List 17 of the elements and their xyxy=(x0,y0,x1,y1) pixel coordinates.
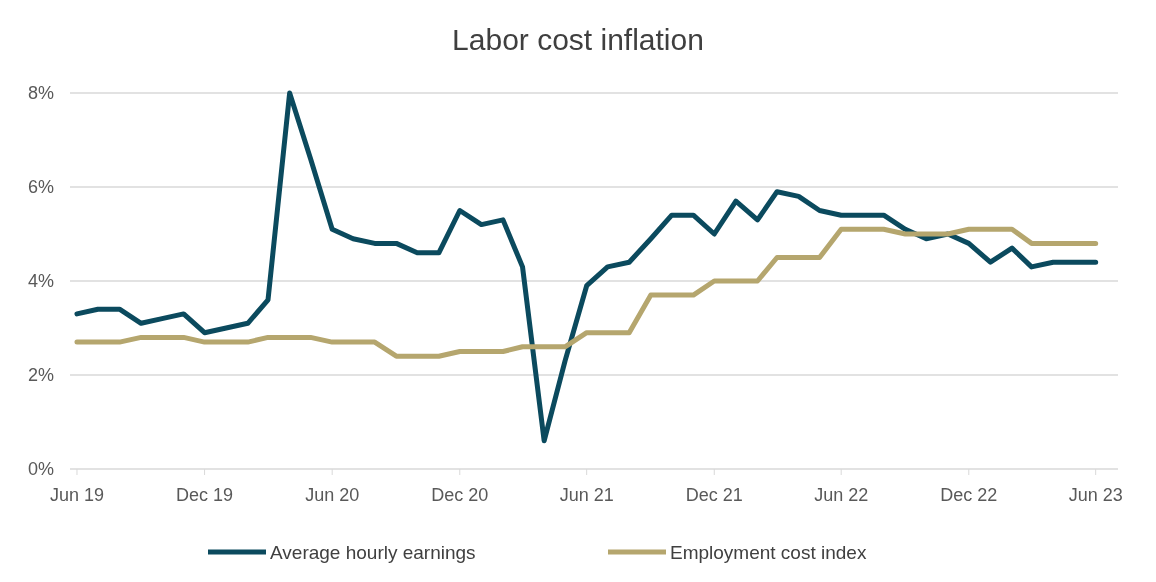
chart-title: Labor cost inflation xyxy=(452,23,704,56)
x-tick-label: Jun 23 xyxy=(1068,485,1123,505)
x-tick-label: Dec 19 xyxy=(176,485,234,505)
x-tick-label: Jun 21 xyxy=(559,485,614,505)
y-tick-label: 6% xyxy=(27,177,54,197)
y-tick-label: 0% xyxy=(27,459,54,479)
x-tick-label: Dec 20 xyxy=(431,485,489,505)
y-tick-label: 8% xyxy=(27,83,54,103)
y-tick-label: 4% xyxy=(27,271,54,291)
x-tick-label: Jun 22 xyxy=(814,485,869,505)
x-tick-label: Dec 22 xyxy=(940,485,998,505)
x-tick-label: Jun 19 xyxy=(49,485,104,505)
x-tick-label: Jun 20 xyxy=(305,485,360,505)
x-tick-label: Dec 21 xyxy=(685,485,743,505)
legend-label: Employment cost index xyxy=(670,542,867,563)
legend-label: Average hourly earnings xyxy=(270,542,476,563)
y-tick-label: 2% xyxy=(27,365,54,385)
